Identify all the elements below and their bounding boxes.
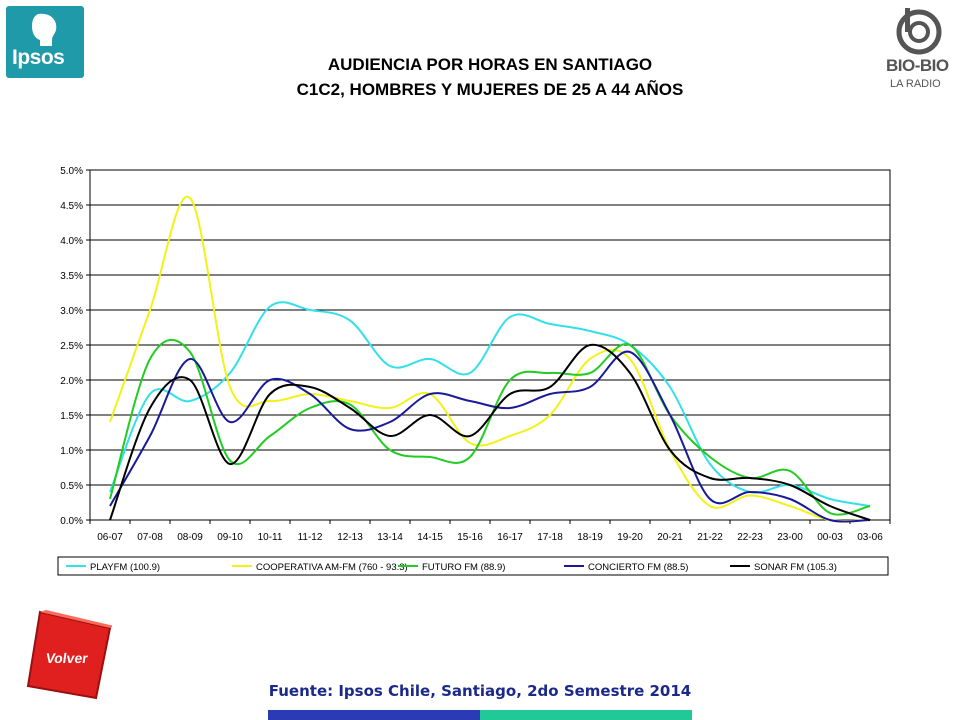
y-tick-label: 5.0%: [60, 166, 83, 177]
y-tick-label: 1.0%: [60, 446, 83, 457]
biobio-logo-text: BIO-BIO: [886, 56, 949, 75]
legend-label: PLAYFM (100.9): [90, 562, 160, 573]
series-line-0: [109, 301, 871, 507]
legend-label: SONAR FM (105.3): [754, 562, 837, 573]
ipsos-logo: Ipsos: [6, 6, 84, 78]
series-line-1: [109, 195, 871, 523]
x-tick-label: 18-19: [577, 532, 603, 543]
x-tick-label: 16-17: [497, 532, 523, 543]
y-tick-label: 4.5%: [60, 201, 83, 212]
chart-title-line1: AUDIENCIA POR HORAS EN SANTIAGO: [327, 55, 653, 74]
y-tick-label: 3.5%: [60, 271, 83, 282]
x-tick-label: 17-18: [537, 532, 563, 543]
ipsos-logo-text: Ipsos: [12, 46, 65, 69]
series-line-3: [109, 350, 871, 523]
x-tick-label: 15-16: [457, 532, 483, 543]
legend: PLAYFM (100.9) COOPERATIVA AM-FM (760 - 9…: [57, 556, 889, 576]
x-tick-label: 23-00: [777, 532, 803, 543]
volver-badge-icon: [26, 610, 114, 700]
legend-label: CONCIERTO FM (88.5): [588, 562, 688, 573]
chart-title-line2: C1C2, HOMBRES Y MUJERES DE 25 A 44 AÑOS: [296, 80, 684, 99]
x-tick-label: 13-14: [377, 532, 403, 543]
y-tick-label: 0.5%: [60, 481, 83, 492]
legend-frame: [57, 556, 889, 576]
y-tick-label: 4.0%: [60, 236, 83, 247]
legend-label: COOPERATIVA AM-FM (760 - 93.3): [256, 562, 408, 573]
x-tick-label: 19-20: [617, 532, 643, 543]
volver-label: Volver: [44, 650, 89, 666]
biobio-logo: BIO-BIO LA RADIO: [886, 6, 952, 102]
footer-bar-teal: [480, 710, 692, 720]
biobio-logo-subtext: LA RADIO: [890, 78, 941, 90]
ipsos-head-icon: [32, 13, 57, 46]
x-tick-label: 10-11: [258, 532, 283, 543]
y-tick-label: 2.0%: [60, 376, 83, 387]
x-tick-label: 22-23: [737, 532, 763, 543]
legend-label: FUTURO FM (88.9): [422, 562, 505, 573]
volver-button[interactable]: Volver: [26, 606, 114, 702]
x-tick-label: 03-06: [857, 532, 883, 543]
y-tick-label: 2.5%: [60, 341, 83, 352]
source-note: Fuente: Ipsos Chile, Santiago, 2do Semes…: [268, 682, 692, 700]
x-tick-label: 12-13: [337, 532, 363, 543]
x-tick-label: 11-12: [298, 532, 323, 543]
x-tick-label: 08-09: [177, 532, 203, 543]
y-tick-label: 0.0%: [60, 516, 83, 527]
y-tick-label: 1.5%: [60, 411, 83, 422]
x-tick-label: 07-08: [137, 532, 163, 543]
series-lines: [109, 195, 871, 523]
series-line-2: [109, 338, 871, 516]
series-line-4: [109, 343, 871, 521]
x-tick-label: 20-21: [657, 532, 683, 543]
x-axis-ticks: 06-07 07-08 08-09 09-10 10-11 11-12 12-13 13-14…: [89, 520, 891, 543]
x-tick-label: 21-22: [697, 532, 723, 543]
y-axis-ticks: 0.0% 0.5% 1.0% 1.5% 2.0% 2.5% 3.0% 3.5% 4.0% 4.5%…: [60, 166, 90, 527]
x-tick-label: 06-07: [97, 532, 123, 543]
x-tick-label: 09-10: [217, 532, 243, 543]
x-tick-label: 00-03: [817, 532, 843, 543]
x-tick-label: 14-15: [417, 532, 443, 543]
footer-bar-blue: [268, 710, 480, 720]
biobio-mark-icon: [896, 8, 942, 55]
y-tick-label: 3.0%: [60, 306, 83, 317]
